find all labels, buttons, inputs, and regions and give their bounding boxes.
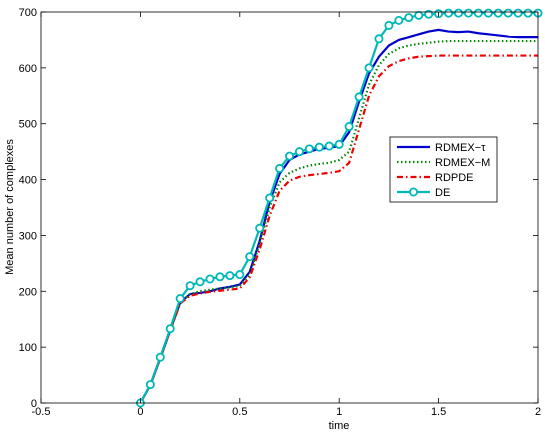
series-3 — [135, 8, 543, 408]
y-tick-label-4: 400 — [19, 175, 37, 187]
data-point-3-35 — [483, 8, 493, 18]
data-point-3-1 — [145, 380, 155, 390]
series-line-1 — [139, 39, 538, 404]
data-point-3-29 — [424, 9, 434, 19]
y-tick-label-0: 0 — [31, 398, 37, 410]
data-point-3-26 — [394, 15, 404, 25]
data-point-3-17 — [304, 144, 314, 154]
data-point-3-9 — [225, 271, 235, 281]
y-tick-label-5: 500 — [19, 119, 37, 131]
x-tick-label-5: 2 — [535, 406, 541, 418]
series-line-2 — [139, 54, 538, 404]
data-point-3-11 — [245, 252, 255, 262]
data-point-3-5 — [185, 281, 195, 291]
x-tick-label-2: 0.5 — [232, 406, 247, 418]
data-point-3-15 — [284, 151, 294, 161]
data-point-3-22 — [354, 92, 364, 102]
data-point-3-39 — [523, 8, 533, 18]
x-axis-label: time — [329, 420, 350, 432]
legend: RDMEX−τ RDMEX−M RDPDE DE — [389, 136, 498, 203]
y-tick-label-7: 700 — [19, 7, 37, 19]
legend-label-0: RDMEX−τ — [435, 142, 486, 154]
data-point-3-32 — [453, 8, 463, 18]
legend-label-2: RDPDE — [435, 172, 474, 184]
x-tick-label-1: 0 — [137, 406, 143, 418]
data-point-3-21 — [344, 122, 354, 132]
data-point-3-8 — [215, 272, 225, 282]
legend-label-1: RDMEX−M — [435, 157, 490, 169]
plot-background — [41, 12, 538, 403]
data-point-3-28 — [414, 10, 424, 20]
data-point-3-2 — [155, 352, 165, 362]
data-point-3-33 — [463, 8, 473, 18]
legend-label-3: DE — [435, 187, 450, 199]
series-1 — [139, 39, 538, 404]
series-2 — [139, 54, 538, 404]
data-point-3-19 — [324, 141, 334, 151]
data-point-3-25 — [384, 20, 394, 30]
data-point-3-31 — [444, 8, 454, 18]
data-point-3-4 — [175, 294, 185, 304]
data-point-3-36 — [493, 8, 503, 18]
data-point-3-16 — [294, 147, 304, 157]
data-point-3-14 — [275, 163, 285, 173]
series-layer — [135, 8, 543, 408]
data-point-3-34 — [473, 8, 483, 18]
data-point-3-12 — [255, 223, 265, 233]
data-point-3-13 — [265, 193, 275, 203]
data-point-3-23 — [364, 63, 374, 73]
y-tick-label-2: 200 — [19, 286, 37, 298]
y-axis-label: Mean number of complexes — [4, 139, 16, 275]
data-point-3-7 — [205, 274, 215, 284]
data-point-3-3 — [165, 324, 175, 334]
data-point-3-18 — [314, 142, 324, 152]
data-point-3-37 — [503, 8, 513, 18]
data-point-3-38 — [513, 8, 523, 18]
axes-layer — [40, 11, 539, 404]
x-tick-label-0: -0.5 — [32, 406, 51, 418]
x-tick-label-3: 1 — [336, 406, 342, 418]
plot-area — [41, 12, 538, 403]
y-tick-label-3: 300 — [19, 230, 37, 242]
axes-frame — [40, 11, 539, 404]
data-point-3-27 — [404, 13, 414, 23]
x-tick-label-4: 1.5 — [431, 406, 446, 418]
data-point-3-6 — [195, 277, 205, 287]
data-point-3-20 — [334, 139, 344, 149]
data-point-3-24 — [374, 34, 384, 44]
y-tick-label-1: 100 — [19, 342, 37, 354]
y-tick-label-6: 600 — [19, 63, 37, 75]
legend-marker-3 — [408, 187, 418, 197]
data-point-3-10 — [235, 270, 245, 280]
